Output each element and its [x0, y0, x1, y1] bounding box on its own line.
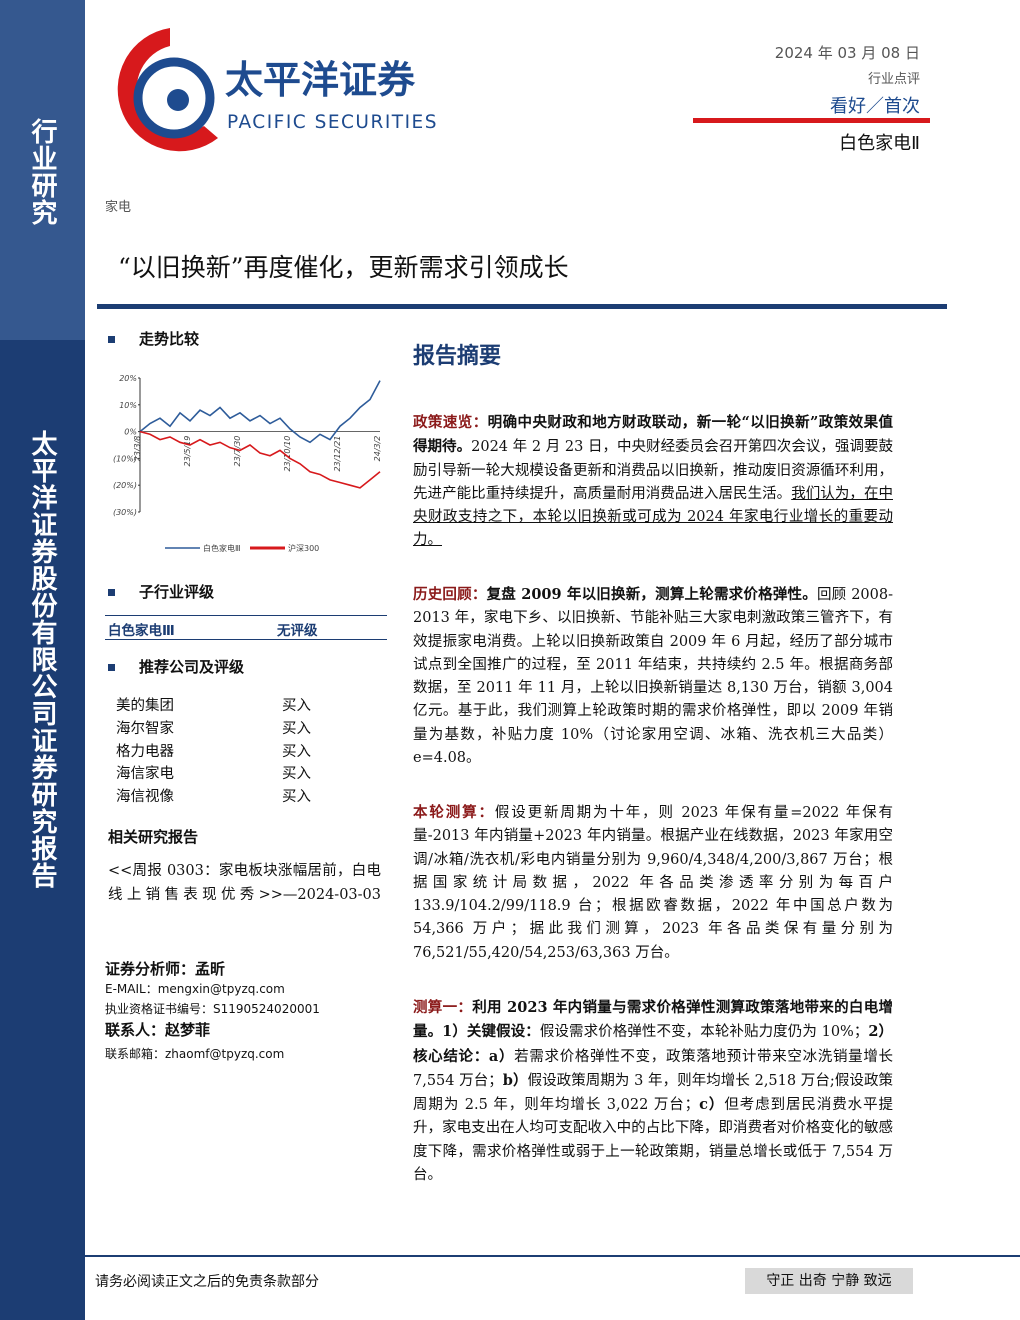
x-tick-label: 23/7/30	[233, 436, 242, 467]
sub-rating: 无评级	[277, 623, 318, 639]
bullet	[108, 336, 115, 343]
series-line	[139, 430, 381, 489]
paragraph: 本轮测算：假设更新周期为十年，则 2023 年保有量=2022 年保有量-201…	[413, 801, 893, 965]
trend-heading: 走势比较	[108, 328, 199, 349]
rating: 看好／首次	[830, 96, 920, 117]
sub-table: 白色家电Ⅲ 无评级	[105, 615, 387, 640]
logo-cn: 太平洋证券	[225, 58, 416, 102]
company-name: 海信视像	[116, 789, 174, 806]
label: 政策速览：	[413, 414, 488, 431]
date: 2024 年 03 月 08 日	[774, 44, 920, 62]
label: 历史回顾：	[413, 586, 487, 603]
bullet	[108, 664, 115, 671]
paragraph: 历史回顾：复盘 2009 年以旧换新，测算上轮需求价格弹性。回顾 2008-20…	[413, 583, 893, 770]
heading-text: 推荐公司及评级	[139, 658, 245, 676]
sector: 白色家电Ⅱ	[839, 133, 920, 154]
y-tick-label: (20%)	[113, 481, 137, 490]
text: 2024 年 2 月 23 日，中央财经委员会召开第四次会议，强调要鼓励引导新一…	[413, 439, 894, 502]
analyst: 证券分析师：孟昕	[105, 960, 226, 978]
x-tick-label: 24/3/2	[373, 436, 382, 462]
bold: 利用 2023 年内销量与需求价格弹性测算政策落地带来的白电增量。1）关键假设：	[413, 999, 894, 1041]
underline: 我们认为，在中央财政支持之下，本轮以旧换新或可成为 2024 年家电行业增长的重…	[413, 485, 893, 549]
y-tick-label: (30%)	[113, 508, 137, 517]
company-name: 海信家电	[116, 766, 174, 783]
company-name: 海尔智家	[116, 720, 174, 737]
trend-chart: 20% 10% 0% (10%) (20%) (30%) 23/3/8 23/5/19 23/7…	[113, 374, 382, 553]
sidebar-top: 行业研究	[0, 0, 85, 340]
title: “以旧换新”再度催化，更新需求引领成长	[118, 253, 569, 282]
company-rating: 买入	[282, 766, 311, 783]
text: 若需求价格弹性不变，政策落地预计带来空冰洗销量增长 7,554 万台；	[413, 1048, 894, 1089]
y-tick-label: 10%	[119, 401, 137, 410]
footer-rule	[85, 1255, 1020, 1257]
x-tick-label: 23/10/10	[283, 436, 292, 472]
red-bar	[693, 118, 930, 123]
label: 本轮测算：	[413, 804, 495, 821]
company-heading: 推荐公司及评级	[108, 656, 244, 677]
company-name: 美的集团	[116, 698, 174, 714]
summary-heading: 报告摘要	[413, 343, 502, 369]
company-rating: 买入	[282, 789, 311, 806]
bullet	[108, 589, 115, 596]
cert: 执业资格证书编号：S1190524020001	[105, 1002, 320, 1016]
text: 假设需求价格弹性不变，本轮补贴力度仍为 10%；	[539, 1024, 869, 1041]
text: 假设政策周期为 3 年，则年均增长 2,518 万台;假设政策周期为 2.5 年…	[413, 1072, 894, 1114]
contact-email: 联系邮箱：zhaomf@tpyzq.com	[105, 1047, 285, 1061]
report-type: 行业点评	[867, 72, 920, 87]
y-tick-label: 0%	[124, 428, 137, 437]
disclaimer: 请务必阅读正文之后的免责条款部分	[95, 1274, 319, 1290]
x-tick-label: 23/5/19	[183, 436, 192, 467]
company-rating: 买入	[282, 698, 311, 714]
legend-label: 白色家电Ⅲ	[203, 543, 241, 553]
x-tick-label: 23/12/21	[333, 436, 342, 472]
company-rating: 买入	[282, 720, 311, 737]
title-rule	[97, 304, 947, 309]
sub-name: 白色家电Ⅲ	[108, 623, 175, 639]
legend-label: 沪深300	[288, 543, 319, 553]
logo-dot	[167, 89, 189, 111]
heading-text: 子行业评级	[139, 583, 215, 601]
bold: c）	[699, 1096, 725, 1114]
y-tick-label: (10%)	[113, 454, 137, 463]
motto: 守正 出奇 宁静 致远	[745, 1268, 913, 1294]
contact: 联系人：赵梦菲	[105, 1021, 211, 1039]
category: 家电	[105, 200, 132, 215]
label: 测算一：	[413, 999, 473, 1016]
company-rating: 买入	[282, 743, 311, 760]
bold: 明确中央财政和地方财政联动，新一轮“以旧换新”政策效果值得期待。	[413, 414, 894, 456]
paragraph: 政策速览：明确中央财政和地方财政联动，新一轮“以旧换新”政策效果值得期待。202…	[413, 411, 893, 553]
text: 回顾 2008-2013 年，家电下乡、以旧换新、节能补贴三大家电刺激政策三管齐…	[413, 587, 893, 767]
bold: 复盘 2009 年以旧换新，测算上轮需求价格弹性。	[486, 586, 817, 603]
related-text: <<周报 0303：家电板块涨幅居前，白电线上销售表现优秀>>—2024-03-…	[108, 863, 381, 903]
text: 假设更新周期为十年，则 2023 年保有量=2022 年保有量-2013 年内销…	[413, 805, 893, 961]
series-line	[139, 380, 381, 444]
sidebar-bottom: 太平洋证券股份有限公司证券研究报告	[27, 430, 57, 889]
heading-text: 走势比较	[139, 330, 200, 348]
text: 但考虑到居民消费水平提升，家电支出在人均可支配收入中的占比下降，即消费者对价格变…	[413, 1097, 894, 1184]
company-name: 格力电器	[116, 743, 174, 760]
bold: b）	[502, 1071, 528, 1089]
paragraph: 测算一：利用 2023 年内销量与需求价格弹性测算政策落地带来的白电增量。1）关…	[413, 996, 893, 1187]
logo-en: PACIFIC SECURITIES	[227, 112, 438, 133]
bold: 2）核心结论：a）	[413, 1023, 893, 1065]
x-tick-label: 23/3/8	[133, 436, 142, 462]
sub-heading: 子行业评级	[108, 581, 214, 602]
email: E-MAIL：mengxin@tpyzq.com	[105, 982, 285, 996]
y-tick-label: 20%	[119, 374, 137, 383]
related-heading: 相关研究报告	[108, 828, 199, 846]
logo: 太平洋证券 PACIFIC SECURITIES	[117, 28, 438, 152]
